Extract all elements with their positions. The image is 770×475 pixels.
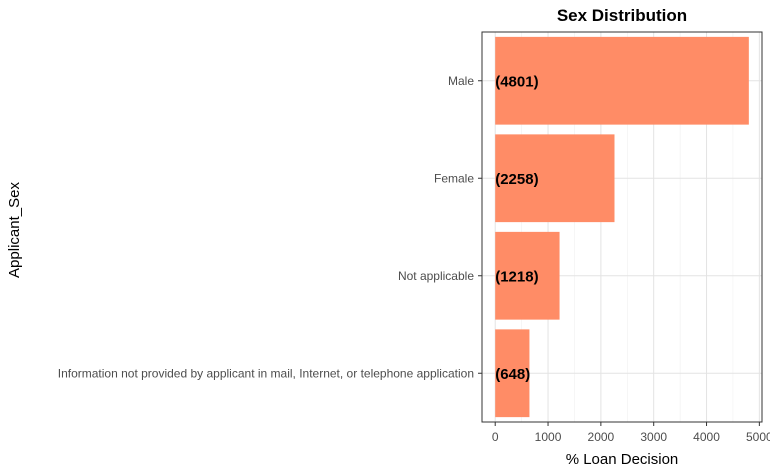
data-label: (1218) <box>495 268 538 285</box>
plot-border <box>481 31 763 423</box>
bar <box>495 329 530 418</box>
x-tick-label: 3000 <box>640 430 667 444</box>
y-tick-label: Not applicable <box>398 269 474 283</box>
y-tick-label: Information not provided by applicant in… <box>58 366 474 380</box>
x-tick-label: 1000 <box>535 430 562 444</box>
y-axis: Male Female Not applicable Information not … <box>58 74 482 380</box>
x-tick-label: 0 <box>492 430 499 444</box>
bars <box>495 36 749 418</box>
x-tick-label: 4000 <box>693 430 720 444</box>
bar <box>495 36 749 125</box>
chart-title: Sex Distribution <box>557 6 687 25</box>
bar <box>495 231 560 320</box>
data-labels: (4801) (2258) (1218) (648) <box>495 73 538 383</box>
x-axis-title: % Loan Decision <box>566 451 679 468</box>
bar <box>495 134 615 223</box>
y-axis-title: Applicant_Sex <box>6 182 23 278</box>
data-label: (2258) <box>495 171 538 188</box>
x-axis: 0 1000 2000 3000 4000 5000 <box>492 422 770 444</box>
x-tick-label: 5000 <box>746 430 770 444</box>
x-tick-label: 2000 <box>588 430 615 444</box>
data-label: (648) <box>495 366 530 383</box>
y-tick-label: Female <box>434 171 474 185</box>
y-tick-label: Male <box>448 74 474 88</box>
data-label: (4801) <box>495 73 538 90</box>
